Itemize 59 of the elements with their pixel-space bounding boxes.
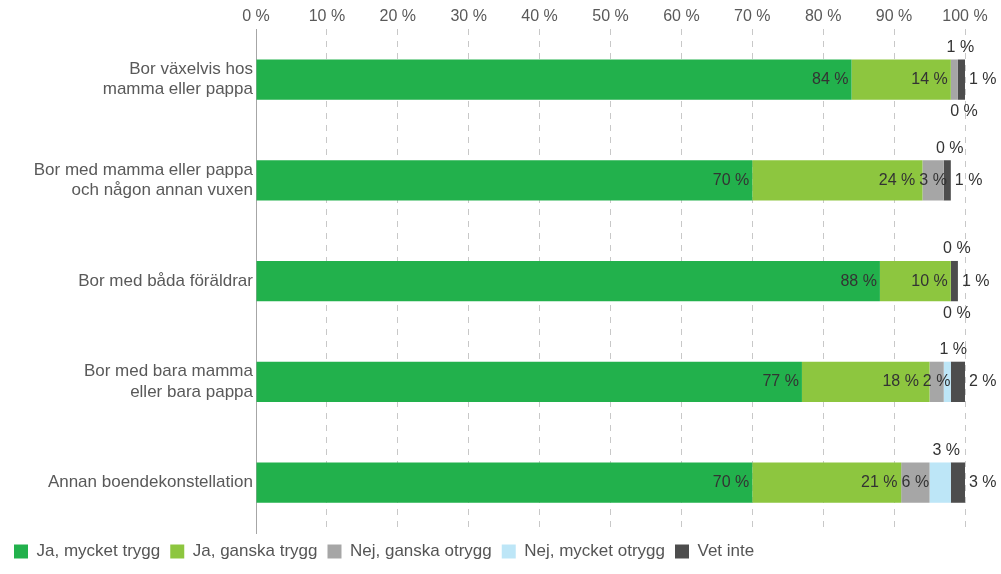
bar bbox=[256, 260, 880, 302]
text: 18 % bbox=[882, 372, 919, 390]
y-tick-label: Annan boendekonstellation bbox=[47, 472, 253, 492]
y-tick-label: Bor med båda föräldrar bbox=[78, 270, 254, 290]
x-tick-label: 70 % bbox=[734, 7, 771, 25]
text: 70 % bbox=[712, 170, 750, 188]
text: 84 % bbox=[812, 69, 849, 87]
text: 1 % bbox=[946, 37, 975, 55]
x-tick-label: 80 % bbox=[804, 7, 842, 25]
bar bbox=[256, 59, 852, 100]
text: 0 % bbox=[943, 303, 971, 321]
legend-label: Ja, ganska trygg bbox=[192, 541, 318, 561]
text: 10 % bbox=[911, 271, 948, 289]
text: 21 % bbox=[861, 473, 898, 491]
text: 0 % bbox=[935, 138, 964, 156]
bar bbox=[752, 462, 902, 503]
x-tick-label: 20 % bbox=[379, 7, 417, 25]
x-tick-label: 100 % bbox=[942, 7, 988, 25]
x-tick-label: 30 % bbox=[450, 7, 487, 25]
bar bbox=[801, 361, 930, 403]
bar bbox=[256, 462, 753, 503]
x-tick-label: 90 % bbox=[875, 7, 913, 25]
x-tick-label: 10 % bbox=[308, 7, 346, 25]
bar bbox=[879, 260, 951, 302]
x-tick-label: 60 % bbox=[663, 7, 700, 25]
bar bbox=[929, 462, 951, 503]
text: 0 % bbox=[943, 239, 971, 257]
bar bbox=[950, 361, 965, 403]
text: 1 % bbox=[961, 271, 990, 289]
bar bbox=[256, 361, 802, 403]
x-tick-label: 0 % bbox=[242, 7, 270, 25]
text: 14 % bbox=[911, 69, 948, 87]
text: 24 % bbox=[878, 170, 916, 188]
text: 70 % bbox=[712, 473, 750, 491]
y-tick-label: Bor med bara mamma eller bara pappa bbox=[83, 361, 254, 401]
bar bbox=[851, 59, 951, 100]
legend-label: Nej, ganska otrygg bbox=[349, 541, 492, 561]
text: 1 % bbox=[969, 69, 997, 87]
text: 3 % bbox=[932, 440, 960, 458]
text: 0 % bbox=[950, 102, 978, 120]
x-tick-label: 40 % bbox=[521, 7, 558, 25]
bar bbox=[957, 59, 965, 100]
legend-label: Vet inte bbox=[697, 541, 755, 561]
bar bbox=[950, 462, 965, 503]
legend-label: Nej, mycket otrygg bbox=[524, 541, 665, 561]
y-tick-label: Bor växelvis hos mamma eller pappa bbox=[102, 59, 254, 99]
text: 6 % bbox=[901, 473, 930, 491]
text: 77 % bbox=[762, 372, 799, 390]
text: 88 % bbox=[840, 271, 877, 289]
bar bbox=[256, 160, 753, 201]
y-tick-label: Bor med mamma eller pappa och någon annan vuxen bbox=[33, 159, 254, 200]
text: 2 % bbox=[969, 372, 997, 390]
text: 3 % bbox=[969, 473, 997, 491]
legend-label: Ja, mycket trygg bbox=[36, 541, 161, 561]
text: 1 % bbox=[954, 170, 983, 188]
text: 1 % bbox=[939, 340, 968, 358]
x-tick-label: 50 % bbox=[592, 7, 629, 25]
bar bbox=[950, 260, 958, 302]
bar bbox=[950, 59, 958, 100]
